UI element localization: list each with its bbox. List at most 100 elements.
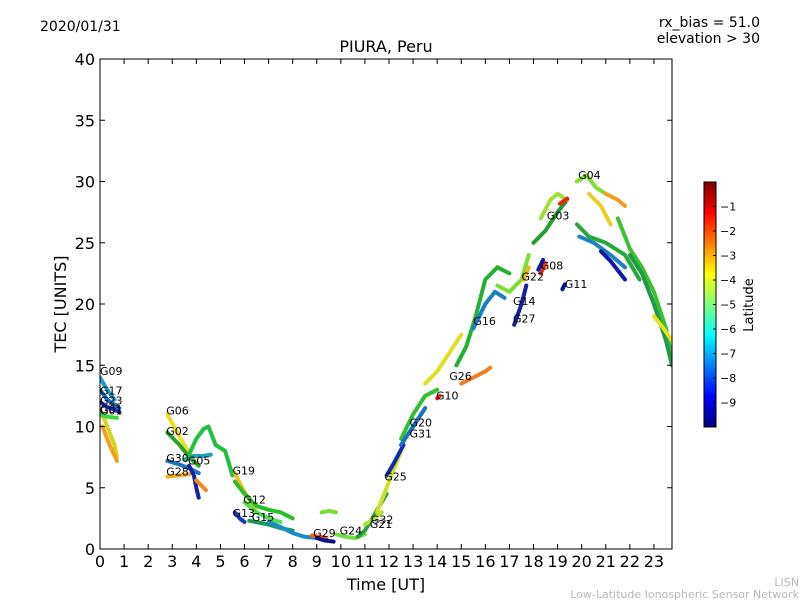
annotation-g04: G04 bbox=[578, 169, 601, 182]
watermark-line2: Low-Latitude Ionospheric Sensor Network bbox=[570, 588, 799, 600]
series-g12 bbox=[242, 500, 283, 524]
x-tick-label: 20 bbox=[572, 552, 592, 571]
y-tick-label: 10 bbox=[75, 418, 95, 437]
y-tick-label: 30 bbox=[75, 173, 95, 192]
series-g30 bbox=[165, 458, 201, 476]
series-g27 bbox=[512, 283, 529, 327]
series-g04e bbox=[599, 249, 627, 282]
series-g19b bbox=[232, 479, 295, 521]
series-g05d bbox=[194, 478, 208, 493]
annotation-g27: G27 bbox=[513, 312, 536, 325]
colorbar: −1 −2 −3 −4 −5 −6 −7 −8 −9 Latitude bbox=[703, 181, 757, 428]
series-layer bbox=[100, 173, 672, 544]
annotation-g09: G09 bbox=[100, 365, 123, 378]
colorbar-tick-label: −5 bbox=[720, 299, 736, 312]
series-g03 bbox=[531, 197, 570, 245]
x-tick-label: 2 bbox=[143, 552, 153, 571]
x-axis-label: Time [UT] bbox=[346, 575, 425, 594]
x-tick-label: 5 bbox=[215, 552, 225, 571]
series-g22 bbox=[521, 265, 531, 282]
series-g01b bbox=[100, 424, 119, 463]
colorbar-tick-label: −7 bbox=[720, 348, 736, 361]
colorbar-tick-label: −8 bbox=[720, 372, 736, 385]
x-tick-label: 9 bbox=[312, 552, 322, 571]
annotation-g22: G22 bbox=[522, 271, 545, 284]
x-tick-label: 4 bbox=[191, 552, 201, 571]
date-label: 2020/01/31 bbox=[40, 19, 121, 35]
series-g16 bbox=[454, 265, 512, 368]
series-g23 bbox=[100, 400, 122, 414]
annotation-g06: G06 bbox=[166, 404, 189, 417]
series-g09 bbox=[100, 375, 117, 402]
x-tick-label: 22 bbox=[620, 552, 640, 571]
annotation-g01: G01 bbox=[100, 404, 123, 417]
series-g14 bbox=[495, 253, 531, 294]
watermark-line1: LISN bbox=[774, 576, 799, 589]
series-g04 bbox=[574, 173, 608, 196]
annotation-g03: G03 bbox=[547, 210, 570, 223]
x-tick-label: 6 bbox=[239, 552, 249, 571]
annotation-g05: G05 bbox=[188, 455, 211, 468]
series-g28 bbox=[165, 472, 192, 479]
colorbar-tick-label: −2 bbox=[720, 225, 736, 238]
series-g05c bbox=[184, 424, 235, 478]
series-g11 bbox=[560, 282, 567, 292]
x-tick-label: 13 bbox=[403, 552, 423, 571]
series-g24 bbox=[319, 509, 338, 515]
annotation-g10: G10 bbox=[436, 390, 459, 403]
annotation-g20: G20 bbox=[410, 417, 433, 430]
annotation-g31: G31 bbox=[410, 428, 433, 441]
colorbar-tick-label: −3 bbox=[720, 250, 736, 263]
colorbar-tick-label: −1 bbox=[720, 201, 736, 214]
annotation-g01: G01 bbox=[100, 403, 123, 416]
colorbar-ticks: −1 −2 −3 −4 −5 −6 −7 −8 −9 bbox=[713, 201, 736, 410]
series-g03b bbox=[538, 191, 570, 221]
y-axis: 0 5 10 15 20 25 30 35 40 bbox=[75, 50, 672, 559]
annotation-g17: G17 bbox=[100, 385, 123, 398]
colorbar-label: Latitude bbox=[742, 278, 757, 332]
colorbar-tick-label: −4 bbox=[720, 274, 736, 287]
annotation-g13: G13 bbox=[233, 507, 256, 520]
annotation-g11: G11 bbox=[565, 278, 588, 291]
annotation-g24: G24 bbox=[340, 524, 363, 537]
annotation-g21: G21 bbox=[370, 518, 393, 531]
y-tick-label: 25 bbox=[75, 234, 95, 253]
annotation-g28: G28 bbox=[166, 466, 189, 479]
series-g04d bbox=[577, 234, 627, 270]
x-tick-label: 19 bbox=[547, 552, 567, 571]
series-g04h bbox=[627, 253, 672, 368]
y-tick-label: 40 bbox=[75, 50, 95, 69]
series-g10 bbox=[435, 393, 442, 401]
series-g04f bbox=[603, 191, 627, 208]
x-tick-label: 15 bbox=[451, 552, 471, 571]
y-tick-label: 5 bbox=[85, 479, 95, 498]
series-g25b bbox=[384, 442, 406, 478]
annotation-g25: G25 bbox=[384, 470, 407, 483]
x-tick-label: 10 bbox=[331, 552, 351, 571]
series-g20 bbox=[399, 387, 440, 441]
x-tick-label: 18 bbox=[523, 552, 543, 571]
series-g26b bbox=[459, 365, 493, 386]
annotation-g23: G23 bbox=[100, 394, 123, 407]
x-tick-label: 8 bbox=[288, 552, 298, 571]
x-tick-label: 14 bbox=[427, 552, 447, 571]
series-g32 bbox=[362, 510, 384, 527]
x-tick-label: 21 bbox=[596, 552, 616, 571]
series-g04c bbox=[574, 222, 642, 282]
series-g31 bbox=[399, 406, 428, 447]
series-g03c bbox=[558, 196, 570, 206]
x-tick-label: 3 bbox=[167, 552, 177, 571]
x-tick-label: 16 bbox=[475, 552, 495, 571]
annotation-g08: G08 bbox=[541, 260, 564, 273]
series-g13 bbox=[232, 510, 247, 524]
elevation-label: elevation > 30 bbox=[657, 31, 760, 47]
series-g15b bbox=[266, 520, 319, 540]
annotation-g32: G32 bbox=[371, 513, 394, 526]
x-tick-label: 0 bbox=[95, 552, 105, 571]
series-g01c bbox=[100, 412, 119, 420]
x-axis: 0 1 2 3 4 5 6 7 8 9 10 11 12 13 14 15 16 17 18 19 20 21 22 23 bbox=[95, 59, 664, 571]
x-tick-label: 23 bbox=[644, 552, 664, 571]
